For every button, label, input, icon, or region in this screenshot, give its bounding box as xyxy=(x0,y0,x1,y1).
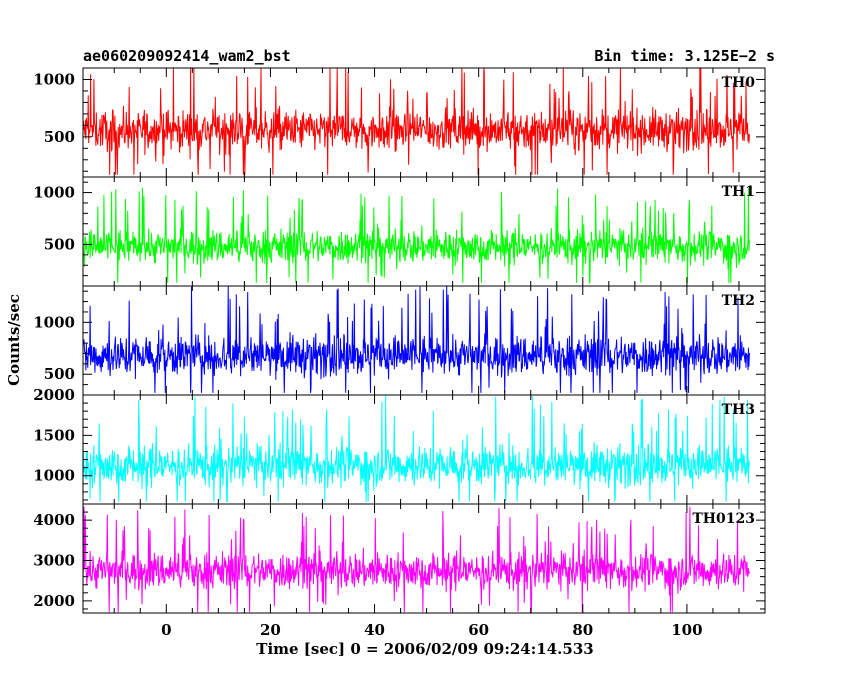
x-tick-label: 60 xyxy=(468,621,489,639)
panel-th0: 500 1000 TH0 xyxy=(33,67,766,178)
y-tick-label: 4000 xyxy=(33,511,75,529)
x-tick-label: 100 xyxy=(671,621,702,639)
y-tick-label: 500 xyxy=(44,235,75,253)
y-tick-label: 2000 xyxy=(33,386,75,404)
y-tick-label: 1000 xyxy=(33,467,75,485)
y-tick-label: 3000 xyxy=(33,552,75,570)
panel-label-th0: TH0 xyxy=(722,75,756,91)
series-line-th0123 xyxy=(83,506,750,613)
x-axis-label: Time [sec] 0 = 2006/02/09 09:24:14.533 xyxy=(256,640,593,658)
series-line-th0 xyxy=(83,68,750,175)
panel-label-th1: TH1 xyxy=(722,184,755,200)
panel-th2: 500 1000 TH2 xyxy=(33,285,766,396)
x-tick-label: 80 xyxy=(572,621,593,639)
y-tick-label: 1000 xyxy=(33,70,75,88)
series-line-th2 xyxy=(83,286,750,393)
y-tick-label: 1500 xyxy=(33,426,75,444)
x-tick-label: 20 xyxy=(260,621,281,639)
bin-time-label: Bin time: 3.125E−2 s xyxy=(594,47,775,65)
x-tick-label: 40 xyxy=(364,621,385,639)
panel-frame xyxy=(82,503,766,614)
panels-group: 500 1000 TH0 500 1000 TH1 500 1000 TH2 1000 1500 20… xyxy=(33,67,766,614)
y-axis-label: Counts/sec xyxy=(5,294,23,386)
y-tick-label: 1000 xyxy=(33,184,75,202)
y-tick-label: 1000 xyxy=(33,313,75,331)
series-line-th3 xyxy=(83,395,750,503)
panel-label-th0123: TH0123 xyxy=(692,511,755,527)
panel-label-th2: TH2 xyxy=(722,293,755,309)
chart-title: ae060209092414_wam2_bst xyxy=(83,47,291,65)
y-tick-label: 2000 xyxy=(33,592,75,610)
series-line-th1 xyxy=(83,187,750,284)
y-tick-label: 500 xyxy=(44,365,75,383)
panel-label-th3: TH3 xyxy=(722,402,755,418)
panel-th1: 500 1000 TH1 xyxy=(33,176,766,287)
panel-th0123: 2000 3000 4000 TH0123 xyxy=(33,503,766,614)
y-tick-label: 500 xyxy=(44,128,75,146)
x-tick-label: 0 xyxy=(161,621,171,639)
x-axis: 0 20 40 60 80 100 xyxy=(161,621,702,639)
panel-th3: 1000 1500 2000 TH3 xyxy=(33,386,766,505)
